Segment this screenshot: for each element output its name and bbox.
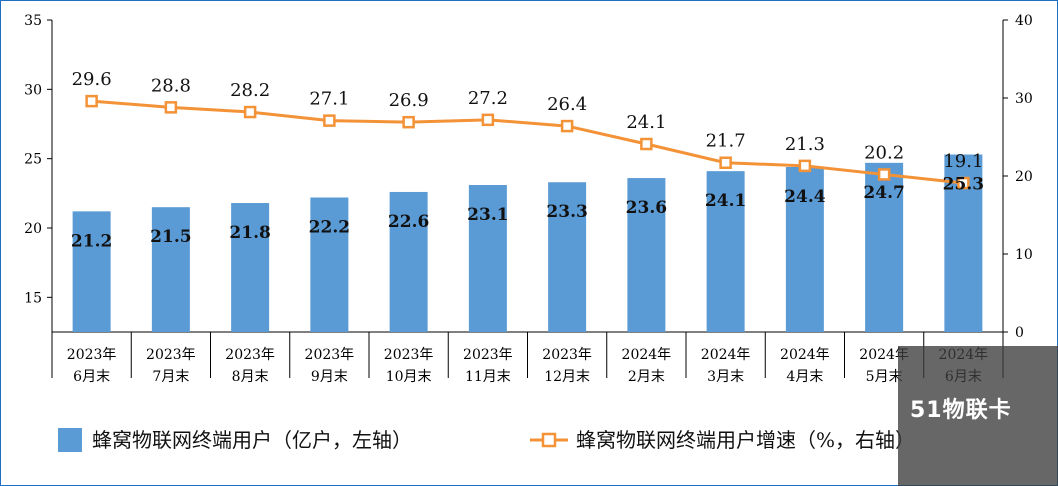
bar-value-label: 23.3 xyxy=(546,202,587,222)
line-value-label: 20.2 xyxy=(864,142,904,163)
watermark-logo-text: 51物联卡 xyxy=(910,398,1012,423)
bar xyxy=(865,162,904,332)
x-tick-label-year: 2023年 xyxy=(463,347,513,363)
bar xyxy=(231,203,270,332)
x-tick-label-month: 5月末 xyxy=(866,369,903,385)
bar-value-label: 22.2 xyxy=(309,217,350,237)
line-marker xyxy=(640,137,653,151)
data-labels: 21.2 21.5 21.8 22.2 22.6 23.1 23.3 23.6 24.1 24.4… xyxy=(71,69,984,251)
x-tick-label-month: 11月末 xyxy=(465,369,511,385)
x-tick-label-month: 2月末 xyxy=(628,369,665,385)
x-tick-label-year: 2024年 xyxy=(622,347,672,363)
line-marker xyxy=(323,114,336,127)
x-tick-label-month: 6月末 xyxy=(73,369,110,385)
y-left-tick-label: 15 xyxy=(24,290,42,306)
bar xyxy=(310,197,349,332)
x-tick-label-year: 2024年 xyxy=(701,347,751,363)
line-value-label: 28.2 xyxy=(230,80,270,101)
line-value-label: 19.1 xyxy=(943,151,983,172)
line-marker xyxy=(719,156,732,169)
bar xyxy=(389,191,428,332)
y-left-tick-label: 20 xyxy=(24,221,42,237)
y-right-tick-label: 0 xyxy=(1015,325,1024,341)
y-left-tick-label: 35 xyxy=(24,13,42,29)
y-right-tick-label: 10 xyxy=(1015,247,1033,263)
x-tick-label-year: 2023年 xyxy=(542,347,592,363)
y-left-tick-label: 25 xyxy=(24,152,42,168)
bar xyxy=(468,185,507,332)
bar-value-label: 21.5 xyxy=(150,227,191,247)
line-marker xyxy=(560,119,574,133)
legend-line-marker xyxy=(541,432,557,448)
bar-value-label: 25.3 xyxy=(943,175,984,195)
bar-value-label: 22.6 xyxy=(388,212,429,232)
bar xyxy=(72,211,111,332)
bar-value-label: 24.1 xyxy=(705,191,746,211)
bar xyxy=(627,178,666,332)
line-marker xyxy=(798,159,812,173)
bar xyxy=(548,182,587,332)
x-tick-label-month: 10月末 xyxy=(386,369,432,385)
line-marker xyxy=(85,94,98,108)
bar-series xyxy=(72,154,983,332)
x-tick-label-month: 7月末 xyxy=(152,369,189,385)
bar-value-label: 23.1 xyxy=(467,205,508,225)
line-value-label: 24.1 xyxy=(626,112,666,133)
line-series xyxy=(85,94,970,190)
bar-value-label: 24.7 xyxy=(863,183,904,203)
legend-bar-label: 蜂窝物联网终端用户（亿户，左轴） xyxy=(92,428,412,452)
line-value-label: 26.4 xyxy=(547,94,587,115)
x-tick-label-month: 3月末 xyxy=(707,369,744,385)
line-marker xyxy=(481,113,495,127)
x-tick-label-month: 12月末 xyxy=(544,369,590,385)
x-tick-label-year: 2023年 xyxy=(225,347,275,363)
line-value-label: 29.6 xyxy=(72,69,112,90)
bar xyxy=(151,207,190,332)
legend-line-label: 蜂窝物联网终端用户增速（%，右轴） xyxy=(576,428,915,452)
x-tick-label-year: 2023年 xyxy=(67,347,117,363)
y-right-tick-label: 40 xyxy=(1015,13,1033,29)
line-marker xyxy=(164,101,178,114)
bar-value-label: 23.6 xyxy=(626,198,667,218)
bar-value-label: 24.4 xyxy=(784,187,826,207)
legend: 蜂窝物联网终端用户（亿户，左轴） 蜂窝物联网终端用户增速（%，右轴） xyxy=(58,428,915,452)
legend-bar-swatch xyxy=(58,428,82,452)
watermark-logo: 51物联卡 xyxy=(898,346,1058,486)
bar xyxy=(785,166,824,332)
line-value-label: 21.3 xyxy=(785,134,825,155)
bar-value-label: 21.2 xyxy=(71,231,112,251)
line-marker xyxy=(243,105,257,119)
line-value-label: 27.2 xyxy=(468,88,508,109)
line-value-label: 27.1 xyxy=(309,89,349,110)
x-tick-label-year: 2024年 xyxy=(780,347,830,363)
x-tick-label-year: 2023年 xyxy=(384,347,434,363)
x-tick-label-year: 2024年 xyxy=(859,347,909,363)
x-tick-label-year: 2023年 xyxy=(305,347,355,363)
y-right-tick-label: 30 xyxy=(1015,91,1033,107)
bar xyxy=(706,171,745,332)
y-left-tick-label: 30 xyxy=(24,82,42,98)
x-tick-label-year: 2023年 xyxy=(146,347,196,363)
bar-value-label: 21.8 xyxy=(229,223,270,243)
line-marker xyxy=(957,176,970,190)
line-value-label: 28.8 xyxy=(151,75,191,96)
growth-line xyxy=(91,99,964,185)
x-tick-label-month: 8月末 xyxy=(232,369,269,385)
x-tick-label-month: 9月末 xyxy=(311,369,348,385)
line-value-label: 21.7 xyxy=(706,131,746,152)
x-tick-label-month: 4月末 xyxy=(786,369,823,385)
line-value-label: 26.9 xyxy=(389,90,429,111)
y-right-tick-label: 20 xyxy=(1015,169,1033,185)
line-marker xyxy=(402,115,415,129)
line-marker xyxy=(877,168,891,181)
